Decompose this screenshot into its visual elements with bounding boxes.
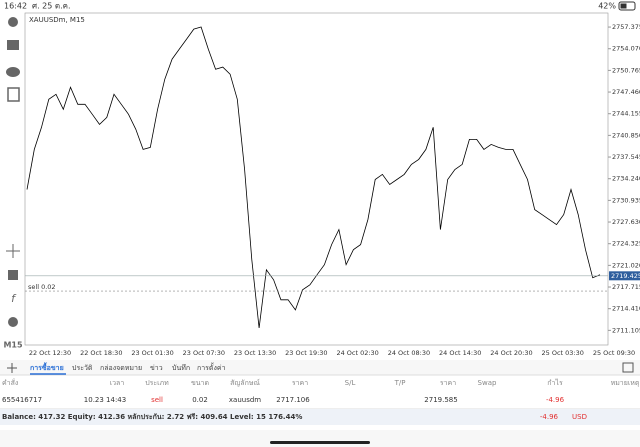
y-tick-label: 2757.375 — [612, 23, 640, 31]
crosshair-icon[interactable] — [6, 244, 20, 258]
cell-time: 10.23 14:43 — [84, 396, 126, 404]
chart-symbol: XAUUSDm, M15 — [29, 16, 85, 24]
x-tick-label: 25 Oct 09:30 — [593, 349, 635, 357]
tab[interactable]: ประวัติ — [72, 364, 93, 372]
status-battery: 42% — [598, 2, 616, 11]
y-tick-label: 2711.105 — [612, 326, 640, 334]
x-tick-label: 23 Oct 19:30 — [285, 349, 327, 357]
chat-icon[interactable] — [6, 67, 20, 77]
x-tick-label: 22 Oct 18:30 — [80, 349, 122, 357]
cell-volume: 0.02 — [192, 396, 208, 404]
y-tick-label: 2717.715 — [612, 283, 640, 291]
cell-type: sell — [151, 396, 163, 404]
tab[interactable]: ข่าว — [150, 364, 163, 372]
column-header: ราคา — [292, 379, 308, 387]
column-header: คำสั่ง — [2, 378, 18, 387]
x-tick-label: 24 Oct 08:30 — [388, 349, 430, 357]
x-tick-label: 23 Oct 01:30 — [131, 349, 173, 357]
x-tick-label: 23 Oct 07:30 — [183, 349, 225, 357]
balance-profit: -4.96 — [540, 413, 559, 421]
balance-currency: USD — [572, 413, 587, 421]
x-tick-label: 22 Oct 12:30 — [29, 349, 71, 357]
column-header: หมายเหตุ — [611, 379, 640, 387]
y-tick-label: 2744.155 — [612, 110, 640, 118]
y-tick-label: 2750.765 — [612, 66, 640, 74]
column-header: กำไร — [547, 378, 563, 387]
plot-area — [24, 12, 609, 346]
battery-icon — [618, 1, 636, 11]
x-tick-label: 24 Oct 02:30 — [336, 349, 378, 357]
x-tick-label: 25 Oct 03:30 — [542, 349, 584, 357]
y-tick-label: 2721.020 — [612, 261, 640, 269]
layout-icon[interactable] — [622, 362, 634, 373]
y-tick-label: 2737.545 — [612, 153, 640, 161]
column-header: Swap — [478, 379, 497, 387]
cell-symbol: xauusdm — [229, 396, 261, 404]
home-indicator — [270, 441, 370, 444]
y-tick-label: 2724.325 — [612, 240, 640, 248]
indicator-icon[interactable] — [8, 270, 18, 280]
column-header: ราคา — [440, 379, 456, 387]
column-header: T/P — [394, 379, 406, 387]
tab[interactable]: การซื้อขาย — [30, 361, 64, 372]
new-chart-icon[interactable] — [7, 87, 20, 102]
battery-level — [620, 3, 627, 9]
column-header: S/L — [345, 379, 356, 387]
objects-icon[interactable] — [8, 317, 18, 327]
tab[interactable]: กล่องจดหมาย — [100, 364, 142, 372]
x-tick-label: 23 Oct 13:30 — [234, 349, 276, 357]
function-icon[interactable]: f — [11, 292, 17, 305]
y-tick-label: 2730.935 — [612, 196, 640, 204]
price-line — [26, 26, 601, 328]
current-price-label: 2719.425 — [611, 272, 640, 280]
balance-bar — [0, 409, 640, 425]
status-time: 16:42 — [4, 2, 27, 11]
y-tick-label: 2714.410 — [612, 305, 640, 313]
y-tick-label: 2740.850 — [612, 131, 640, 139]
y-tick-label: 2734.240 — [612, 175, 640, 183]
x-tick-label: 24 Oct 14:30 — [439, 349, 481, 357]
column-header: ขนาด — [191, 379, 209, 387]
tab[interactable]: บันทึก — [172, 363, 190, 372]
add-icon[interactable] — [7, 363, 17, 373]
cell-order: 655416717 — [2, 396, 42, 404]
y-tick-label: 2727.630 — [612, 218, 640, 226]
balance-text: Balance: 417.32 Equity: 412.36 หลักประกั… — [2, 413, 302, 421]
column-header: สัญลักษณ์ — [230, 379, 260, 387]
left-toolbar: f — [6, 17, 20, 327]
cell-profit: -4.96 — [546, 396, 565, 404]
current-price-box — [609, 271, 640, 281]
trade-icon[interactable] — [7, 40, 19, 50]
account-icon[interactable] — [8, 17, 18, 27]
order-label: sell 0.02 — [28, 283, 56, 291]
cell-open-price: 2717.106 — [276, 396, 310, 404]
tab[interactable]: การตั้งค่า — [197, 361, 226, 372]
column-header: ประเภท — [145, 379, 169, 387]
bottom-bar — [0, 430, 640, 447]
timeframe-button[interactable]: M15 — [3, 341, 23, 350]
y-tick-label: 2754.070 — [612, 45, 640, 53]
x-tick-label: 24 Oct 20:30 — [490, 349, 532, 357]
column-header: เวลา — [110, 379, 125, 387]
status-date: ศ. 25 ต.ค. — [32, 2, 71, 11]
tab-bar — [0, 360, 640, 375]
cell-price: 2719.585 — [424, 396, 457, 404]
y-tick-label: 2747.460 — [612, 88, 640, 96]
